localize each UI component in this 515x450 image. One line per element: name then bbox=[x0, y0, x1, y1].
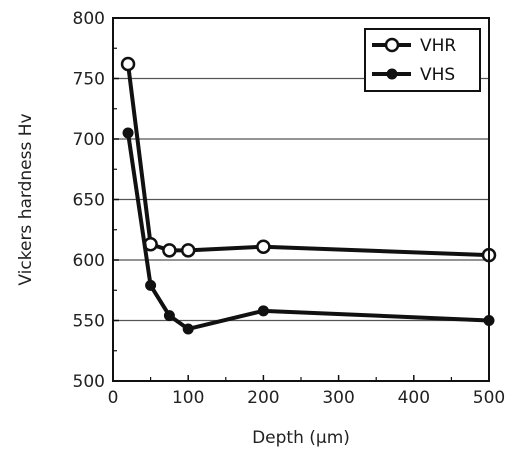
data-point-vhs bbox=[122, 127, 134, 139]
x-axis-title: Depth (μm) bbox=[252, 428, 350, 448]
legend-label-vhr: VHR bbox=[420, 36, 456, 56]
data-point-vhr bbox=[256, 239, 271, 254]
x-tick-label: 400 bbox=[398, 388, 430, 408]
y-tick-label: 800 bbox=[73, 9, 105, 29]
x-tick-label: 500 bbox=[473, 388, 505, 408]
legend: VHR VHS bbox=[364, 28, 481, 92]
x-tick-label: 0 bbox=[108, 388, 119, 408]
series-vhs bbox=[122, 127, 495, 335]
legend-item-vhr: VHR bbox=[372, 36, 456, 56]
data-point-vhr bbox=[120, 56, 136, 72]
y-tick-label: 550 bbox=[73, 312, 105, 332]
legend-item-vhs: VHS bbox=[372, 65, 455, 85]
y-axis-title: Vickers hardness Hv bbox=[16, 113, 36, 285]
tick-labels: 500 550 600 650 700 750 800 0 100 200 300 400 500 bbox=[73, 9, 506, 408]
x-tick-label: 300 bbox=[322, 388, 354, 408]
gridlines bbox=[113, 77, 489, 322]
y-tick-label: 500 bbox=[73, 372, 105, 392]
y-tick-label: 750 bbox=[73, 70, 105, 90]
data-point-vhs bbox=[145, 279, 157, 291]
series-line-vhr bbox=[126, 63, 490, 258]
y-tick-label: 600 bbox=[73, 251, 105, 271]
series-line-vhs bbox=[126, 132, 490, 331]
data-point-vhs bbox=[257, 305, 269, 317]
axis-ticks bbox=[112, 17, 490, 382]
series-vhr bbox=[120, 56, 497, 263]
data-point-vhs bbox=[182, 323, 194, 335]
y-tick-label: 700 bbox=[73, 130, 105, 150]
series-layer bbox=[120, 56, 497, 335]
legend-marker-vhs bbox=[386, 68, 398, 80]
legend-marker-vhr bbox=[384, 37, 400, 53]
legend-label-vhs: VHS bbox=[420, 65, 455, 85]
data-point-vhr bbox=[162, 243, 177, 258]
y-tick-label: 650 bbox=[73, 191, 105, 211]
legend-box bbox=[364, 28, 481, 92]
x-tick-label: 200 bbox=[247, 388, 279, 408]
data-point-vhr bbox=[180, 243, 196, 258]
data-point-vhs bbox=[163, 310, 175, 322]
x-tick-label: 100 bbox=[172, 388, 204, 408]
